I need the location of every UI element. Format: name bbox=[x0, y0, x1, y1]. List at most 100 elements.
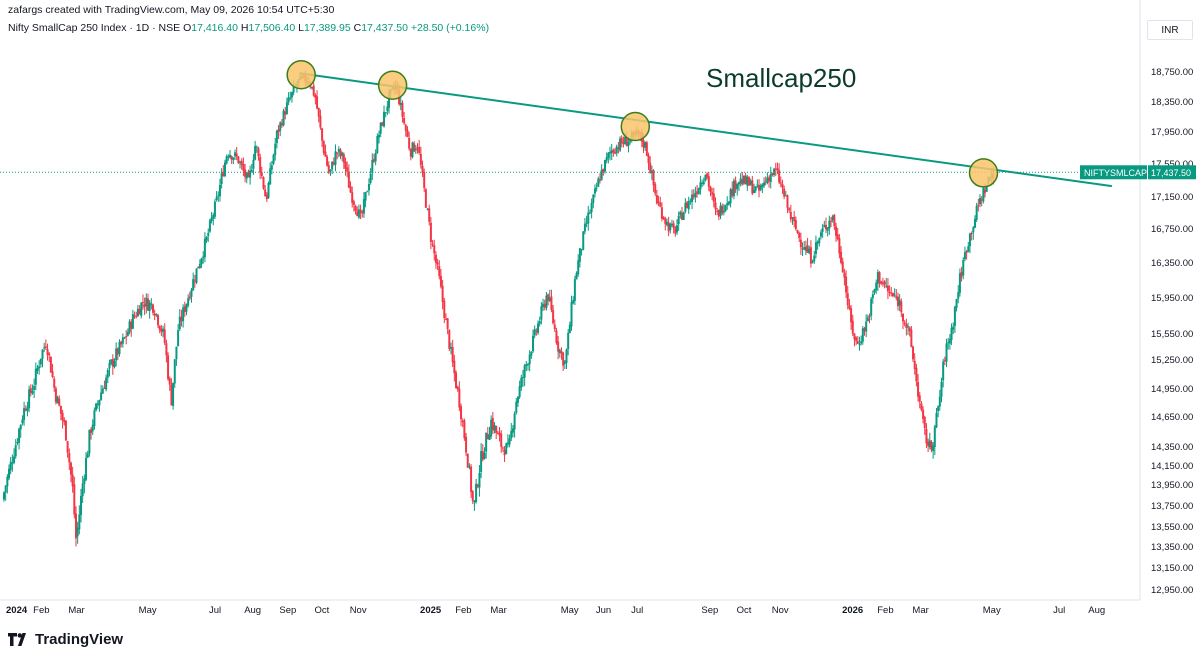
candle-body bbox=[331, 161, 334, 170]
candle-body bbox=[977, 204, 980, 206]
candle-body bbox=[808, 248, 811, 254]
candle-body bbox=[871, 294, 874, 299]
candle-body bbox=[962, 259, 965, 276]
candle-body bbox=[21, 419, 24, 424]
high-label: H bbox=[240, 22, 249, 34]
candle-body bbox=[620, 137, 623, 144]
candle-body bbox=[16, 442, 19, 444]
candle-body bbox=[984, 189, 987, 193]
candle-body bbox=[436, 262, 439, 265]
candle-body bbox=[692, 194, 695, 197]
candle-body bbox=[722, 210, 725, 213]
candle-body bbox=[835, 226, 838, 236]
candle-body bbox=[751, 180, 754, 194]
candle-body bbox=[734, 180, 737, 190]
candle-body bbox=[664, 218, 667, 224]
candle-body bbox=[399, 102, 402, 105]
trendline-touch-marker[interactable] bbox=[377, 70, 408, 100]
candle-body bbox=[424, 189, 427, 208]
candle-body bbox=[957, 292, 960, 299]
candle-body bbox=[809, 247, 812, 264]
candle-body bbox=[265, 194, 268, 200]
candle-body bbox=[828, 220, 831, 229]
candle-body bbox=[763, 182, 766, 186]
candle-body bbox=[332, 162, 335, 165]
candle-body bbox=[697, 188, 700, 195]
candle-body bbox=[513, 413, 516, 430]
candle-body bbox=[804, 246, 807, 251]
candle-body bbox=[106, 370, 109, 378]
trendline-touch-marker[interactable] bbox=[286, 60, 316, 90]
candle-body bbox=[538, 321, 541, 324]
candle-body bbox=[583, 223, 586, 232]
candle-body bbox=[696, 191, 699, 194]
candle-body bbox=[863, 328, 866, 332]
candle-body bbox=[262, 177, 265, 189]
candle-body bbox=[311, 87, 314, 89]
candle-body bbox=[649, 162, 652, 174]
candle-body bbox=[669, 223, 672, 230]
candle-body bbox=[28, 389, 31, 409]
candle-body bbox=[786, 195, 789, 208]
candle-body bbox=[465, 436, 468, 453]
candle-body bbox=[463, 420, 466, 439]
candle-body bbox=[264, 189, 267, 197]
candle-body bbox=[915, 367, 918, 382]
candle-body bbox=[31, 390, 34, 394]
candle-body bbox=[39, 358, 42, 365]
candle-body bbox=[113, 360, 116, 368]
candle-body bbox=[431, 243, 434, 245]
candle-body bbox=[625, 138, 628, 147]
candle-body bbox=[699, 182, 702, 190]
candle-body bbox=[229, 155, 232, 158]
candle-body bbox=[761, 184, 764, 188]
x-tick-label: Aug bbox=[1088, 605, 1105, 616]
candle-body bbox=[101, 388, 104, 394]
candle-body bbox=[324, 151, 327, 157]
candle-body bbox=[456, 386, 459, 390]
candle-body bbox=[868, 315, 871, 317]
x-tick-label: Sep bbox=[701, 605, 718, 616]
candle-body bbox=[742, 176, 745, 184]
candle-body bbox=[19, 424, 22, 430]
candle-body bbox=[426, 208, 429, 210]
trendline-touch-marker[interactable] bbox=[968, 158, 999, 188]
candle-body bbox=[901, 313, 904, 322]
candle-body bbox=[886, 285, 889, 292]
candle-body bbox=[865, 321, 868, 332]
candle-body bbox=[511, 428, 514, 433]
y-tick-label: 13,750.00 bbox=[1151, 501, 1193, 512]
candle-body bbox=[274, 143, 277, 156]
candle-body bbox=[351, 192, 354, 203]
trendline-touch-marker[interactable] bbox=[620, 111, 651, 142]
x-tick-label: Jul bbox=[631, 605, 643, 616]
candle-body bbox=[177, 330, 180, 346]
candle-body bbox=[814, 242, 817, 254]
candle-body bbox=[610, 150, 613, 154]
candle-body bbox=[593, 188, 596, 194]
candle-body bbox=[665, 221, 668, 226]
candle-body bbox=[691, 194, 694, 203]
x-tick-label: Oct bbox=[315, 605, 330, 616]
candle-body bbox=[575, 273, 578, 280]
candle-body bbox=[242, 164, 245, 171]
candle-body bbox=[53, 378, 56, 388]
candle-body bbox=[366, 191, 369, 193]
candle-body bbox=[316, 96, 319, 109]
candle-body bbox=[876, 272, 879, 284]
candle-body bbox=[752, 189, 755, 194]
candle-body bbox=[116, 348, 119, 355]
candle-body bbox=[461, 420, 464, 423]
candle-body bbox=[259, 156, 262, 173]
touch-markers-layer bbox=[286, 60, 999, 188]
candle-body bbox=[903, 322, 906, 324]
candle-body bbox=[644, 142, 647, 148]
candle-body bbox=[736, 184, 739, 189]
candle-body bbox=[346, 167, 349, 172]
tradingview-logo[interactable]: TradingView bbox=[8, 631, 123, 648]
x-tick-label: May bbox=[561, 605, 579, 616]
candle-body bbox=[510, 430, 513, 439]
currency-button[interactable]: INR bbox=[1147, 20, 1193, 40]
candle-body bbox=[222, 172, 225, 176]
